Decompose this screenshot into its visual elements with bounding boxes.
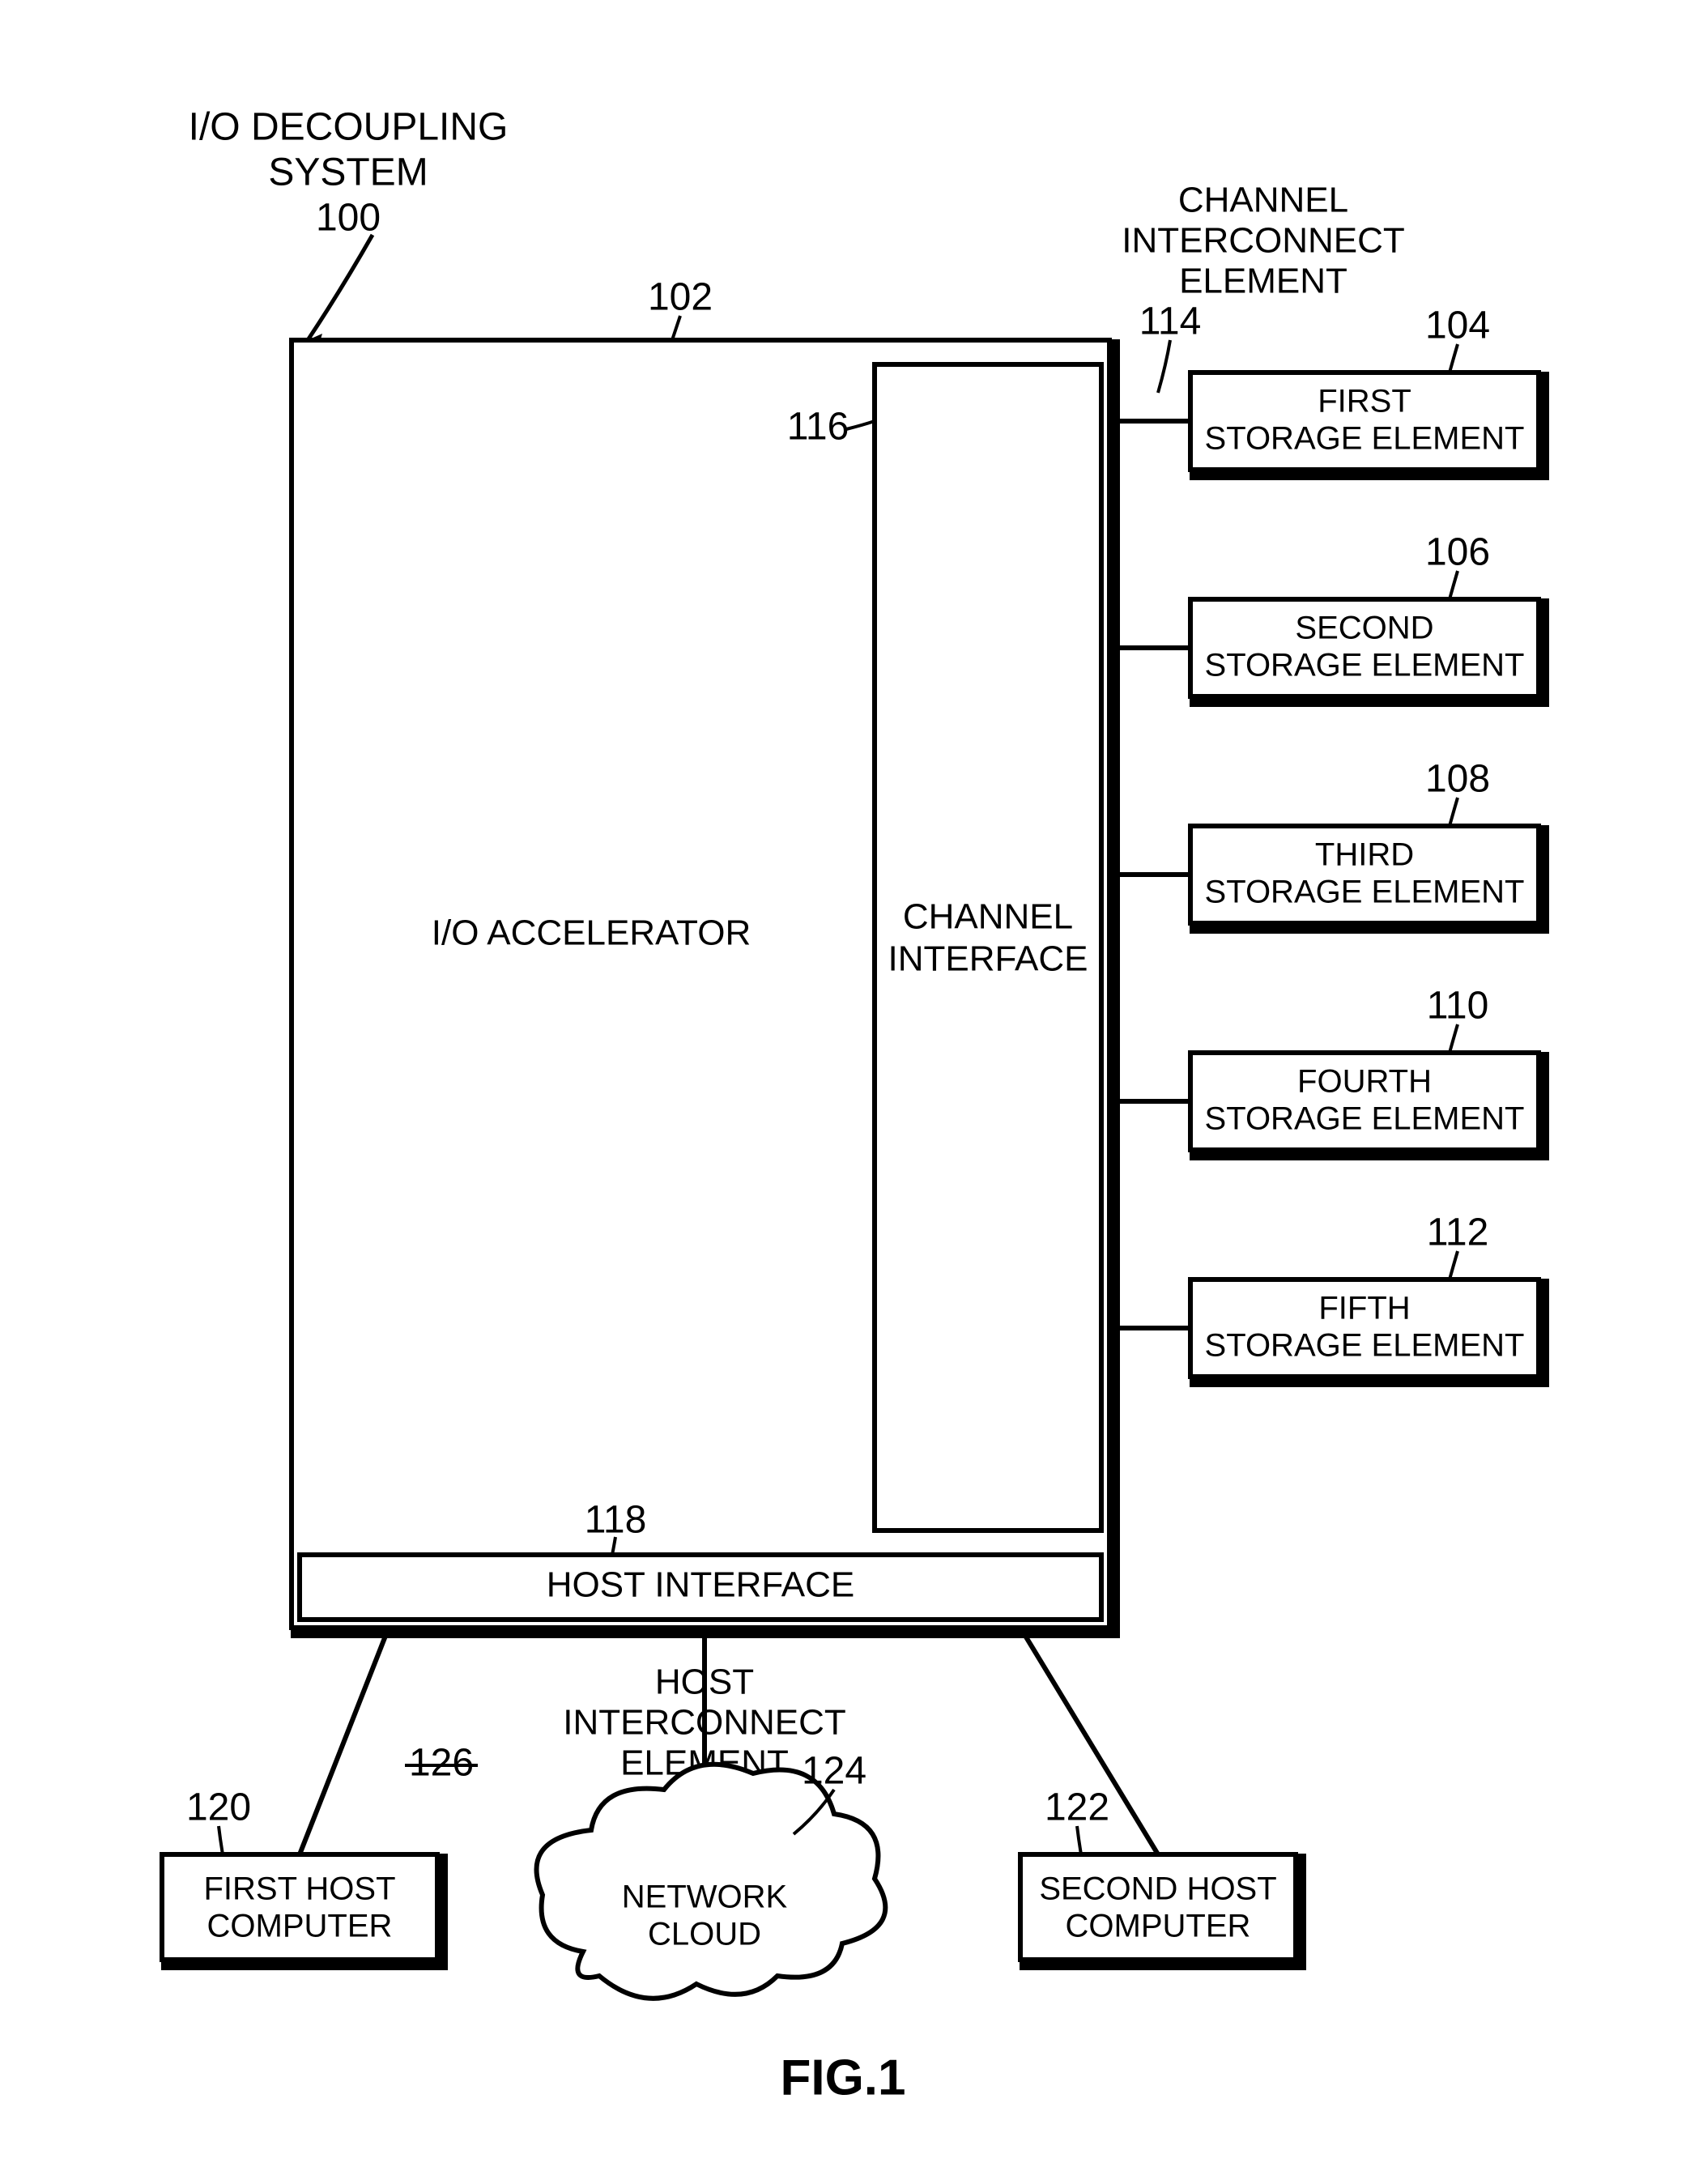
channel-interface-label: CHANNEL bbox=[903, 897, 1073, 937]
channel-interconnect-label: ELEMENT bbox=[1179, 262, 1348, 301]
cloud-label: CLOUD bbox=[648, 1917, 761, 1952]
ref-104: 104 bbox=[1425, 304, 1490, 347]
figure-label: FIG.1 bbox=[780, 2050, 905, 2105]
storage-label-4: FIFTH bbox=[1318, 1291, 1410, 1326]
ref-120-leader bbox=[219, 1826, 223, 1854]
ref-108-leader bbox=[1450, 798, 1458, 826]
ref-112: 112 bbox=[1427, 1211, 1489, 1254]
storage-label-2: THIRD bbox=[1315, 837, 1414, 873]
channel-interface-label: INTERFACE bbox=[888, 939, 1088, 979]
system-leader bbox=[308, 235, 373, 340]
ref-102: 102 bbox=[648, 276, 713, 319]
ref-114: 114 bbox=[1139, 300, 1202, 343]
storage-label-2: STORAGE ELEMENT bbox=[1205, 875, 1525, 910]
host-label-1: COMPUTER bbox=[1066, 1909, 1251, 1944]
io-accelerator-label: I/O ACCELERATOR bbox=[432, 913, 751, 953]
ref-106-leader bbox=[1450, 571, 1458, 599]
ref-106: 106 bbox=[1425, 531, 1490, 574]
storage-label-0: FIRST bbox=[1318, 384, 1411, 419]
host-connector-left bbox=[300, 1628, 389, 1854]
ref-112-leader bbox=[1450, 1251, 1458, 1279]
host-label-0: FIRST HOST bbox=[203, 1871, 395, 1907]
storage-label-0: STORAGE ELEMENT bbox=[1205, 421, 1525, 457]
ref-110: 110 bbox=[1427, 985, 1489, 1028]
storage-label-1: SECOND bbox=[1295, 611, 1433, 646]
system-title: SYSTEM bbox=[268, 151, 428, 194]
storage-label-4: STORAGE ELEMENT bbox=[1205, 1328, 1525, 1364]
host-label-0: COMPUTER bbox=[207, 1909, 393, 1944]
ref-104-leader bbox=[1450, 344, 1458, 373]
ref-120: 120 bbox=[186, 1786, 251, 1829]
storage-label-1: STORAGE ELEMENT bbox=[1205, 648, 1525, 683]
ref-110-leader bbox=[1450, 1024, 1458, 1053]
system-title: 100 bbox=[316, 197, 381, 240]
ref-108: 108 bbox=[1425, 758, 1490, 801]
ref-126: 126 bbox=[409, 1742, 474, 1785]
channel-interconnect-label: INTERCONNECT bbox=[1122, 221, 1405, 261]
ref-114-leader bbox=[1158, 340, 1170, 393]
storage-label-3: FOURTH bbox=[1297, 1064, 1432, 1100]
system-title: I/O DECOUPLING bbox=[189, 106, 509, 149]
ref-116: 116 bbox=[787, 406, 849, 449]
ref-122-leader bbox=[1077, 1826, 1081, 1854]
io-decoupling-diagram: I/O DECOUPLINGSYSTEM100 I/O ACCELERATOR 10… bbox=[0, 0, 1686, 2184]
storage-label-3: STORAGE ELEMENT bbox=[1205, 1101, 1525, 1137]
cloud-label: NETWORK bbox=[622, 1880, 788, 1915]
channel-interconnect-label: CHANNEL bbox=[1178, 181, 1348, 220]
ref-118: 118 bbox=[585, 1499, 647, 1542]
ref-122: 122 bbox=[1045, 1786, 1109, 1829]
host-interface-label: HOST INTERFACE bbox=[547, 1565, 855, 1605]
ref-124: 124 bbox=[802, 1750, 866, 1793]
ref-102-leader bbox=[672, 316, 680, 340]
host-label-1: SECOND HOST bbox=[1039, 1871, 1276, 1907]
